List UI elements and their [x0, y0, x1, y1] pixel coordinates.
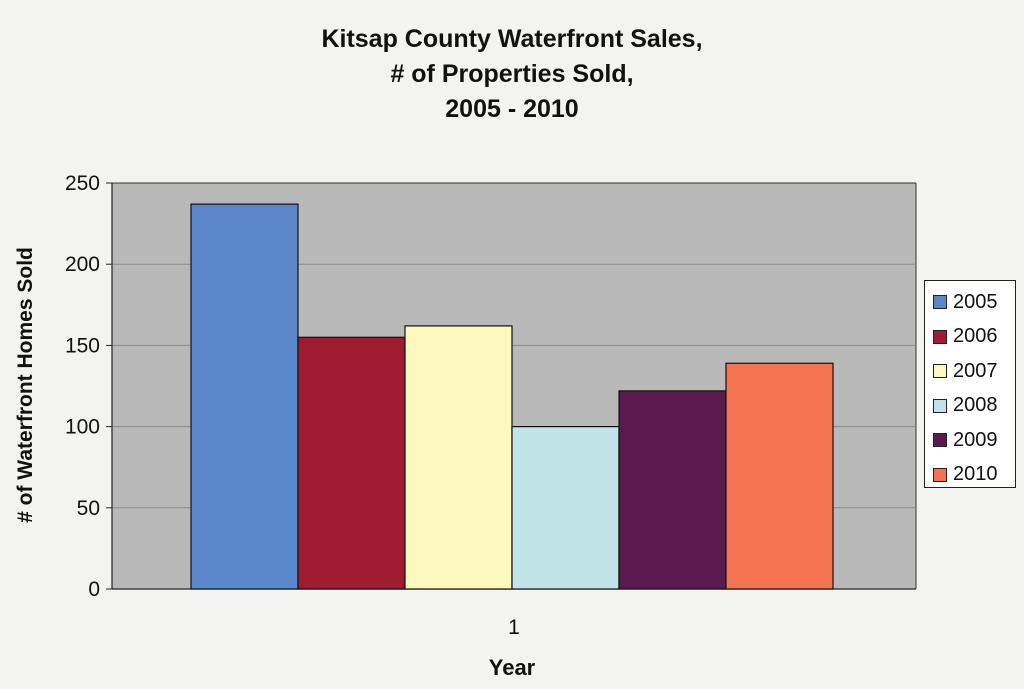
legend-item-2007: 2007: [933, 354, 1015, 389]
bar-2008: [511, 426, 620, 590]
y-tick-label: 250: [65, 172, 100, 195]
y-tick-label: 200: [65, 253, 100, 276]
legend-label: 2009: [953, 428, 998, 451]
y-tick-label: 150: [65, 334, 100, 357]
legend-label: 2010: [953, 463, 998, 486]
legend-label: 2006: [953, 325, 998, 348]
chart-title-line-1: Kitsap County Waterfront Sales,: [321, 25, 703, 53]
chart-title: Kitsap County Waterfront Sales, # of Pro…: [212, 22, 812, 127]
legend-item-2008: 2008: [933, 389, 1015, 424]
legend-swatch: [933, 433, 947, 448]
bar-2007: [404, 325, 513, 590]
legend-item-2005: 2005: [933, 285, 1015, 320]
legend-item-2009: 2009: [933, 423, 1015, 458]
bar-2010: [725, 362, 834, 590]
legend-item-2006: 2006: [933, 320, 1015, 355]
x-tick-label: 1: [508, 616, 520, 639]
chart-title-line-3: 2005 - 2010: [445, 95, 579, 123]
bar-2006: [297, 336, 406, 590]
y-tick-label: 100: [65, 416, 100, 439]
y-axis-label-wrap: # of Waterfront Homes Sold: [4, 175, 48, 595]
chart-legend: 2005 2006 2007 2008 2009 2010: [924, 280, 1016, 488]
x-axis-label: Year: [488, 655, 536, 680]
chart-title-line-2: # of Properties Sold,: [390, 60, 634, 88]
legend-swatch: [933, 364, 947, 379]
legend-label: 2008: [953, 394, 998, 417]
bar-2009: [618, 390, 727, 590]
legend-label: 2005: [953, 290, 998, 313]
legend-label: 2007: [953, 359, 998, 382]
legend-swatch: [933, 398, 947, 413]
legend-item-2010: 2010: [933, 458, 1015, 493]
y-axis-label: # of Waterfront Homes Sold: [14, 247, 37, 523]
legend-swatch: [933, 467, 947, 482]
legend-swatch: [933, 295, 947, 310]
y-tick-label: 0: [88, 578, 100, 601]
y-tick-label: 50: [77, 497, 100, 520]
legend-swatch: [933, 329, 947, 344]
bar-2005: [190, 203, 299, 590]
